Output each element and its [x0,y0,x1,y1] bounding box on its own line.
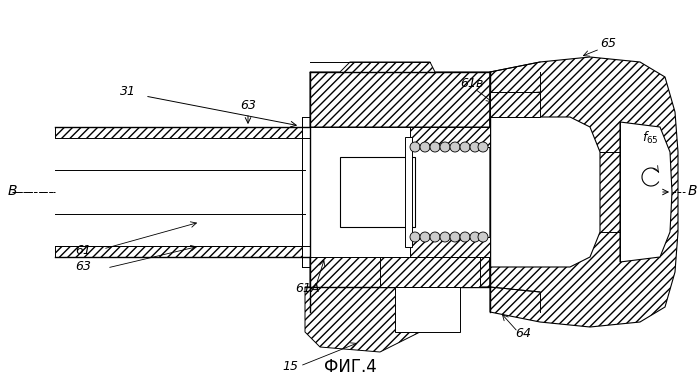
Polygon shape [410,127,490,147]
Polygon shape [310,62,490,127]
Polygon shape [340,157,415,227]
Circle shape [470,232,480,242]
Circle shape [440,232,450,242]
Polygon shape [55,127,310,138]
Polygon shape [310,127,490,257]
Text: 31: 31 [120,85,136,98]
Circle shape [460,142,470,152]
Polygon shape [55,246,310,257]
Circle shape [450,142,460,152]
Polygon shape [380,257,480,287]
Text: 61A: 61A [295,282,319,295]
Circle shape [460,232,470,242]
Circle shape [410,232,420,242]
Circle shape [470,142,480,152]
Circle shape [450,232,460,242]
Circle shape [430,232,440,242]
Circle shape [420,232,430,242]
Polygon shape [620,122,672,262]
Text: 65: 65 [600,37,616,50]
Circle shape [430,142,440,152]
Polygon shape [395,287,460,332]
Polygon shape [405,137,412,247]
Text: 61: 61 [75,244,91,257]
Circle shape [478,232,488,242]
Text: B: B [688,184,697,198]
Polygon shape [55,170,305,214]
Circle shape [410,142,420,152]
Polygon shape [55,138,305,170]
Text: $f_{65}$: $f_{65}$ [642,130,659,146]
Polygon shape [55,214,305,246]
Text: 63: 63 [75,260,91,273]
Text: ФИГ.4: ФИГ.4 [323,358,377,376]
Text: 61в: 61в [460,77,484,90]
Text: 66: 66 [415,302,431,315]
Circle shape [420,142,430,152]
Text: 64: 64 [515,327,531,340]
Circle shape [440,142,450,152]
Polygon shape [490,117,600,267]
Circle shape [478,142,488,152]
Text: 63: 63 [240,99,256,112]
Polygon shape [490,92,540,117]
Polygon shape [490,57,678,327]
Text: 15: 15 [282,360,298,373]
Polygon shape [302,117,310,267]
Polygon shape [410,237,490,257]
Polygon shape [305,257,490,352]
Text: B: B [8,184,18,198]
